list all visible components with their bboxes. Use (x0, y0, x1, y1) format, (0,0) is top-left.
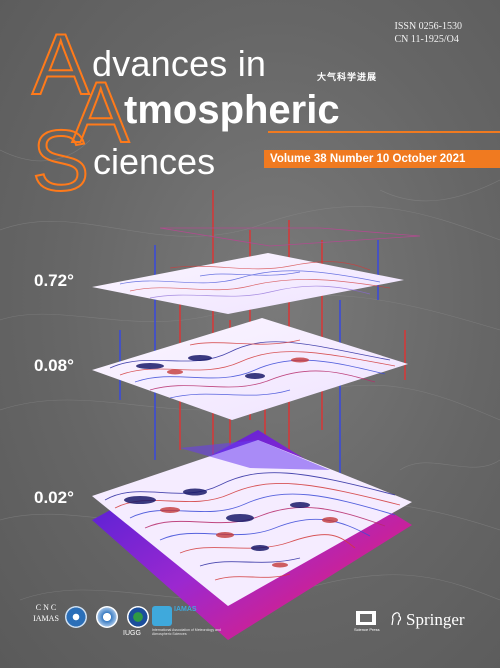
iamas-logo: IAMAS International Association of Meteo… (152, 604, 221, 636)
science-press-mark-inner (360, 614, 372, 622)
logo-letter-s: S (31, 113, 90, 209)
iamas-text: IAMAS (33, 614, 59, 623)
title-sciences: ciences (93, 141, 216, 182)
layer-label-top: 0.72° (34, 271, 74, 290)
issue-bar: Volume 38 Number 10 October 2021 (264, 150, 500, 168)
title-advances: dvances in (92, 43, 267, 84)
springer-logo: Springer (389, 610, 465, 630)
orange-rule (268, 131, 500, 133)
layer-plane-top (92, 253, 404, 314)
society-emblem-icon (96, 606, 118, 628)
iugg-label: IUGG (123, 630, 141, 637)
layer-plane-middle (92, 318, 408, 420)
cnc-text: C N C (35, 603, 57, 612)
logo-letter-a-second: A (71, 65, 130, 161)
springer-horse-icon (391, 612, 402, 626)
issn-number: ISSN 0256-1530 (394, 21, 462, 32)
iamas-full-name: International Association of Meteorology… (152, 628, 221, 636)
iugg-emblem-icon (127, 606, 149, 628)
issn-block: ISSN 0256-1530 CN 11-1925/O4 (394, 20, 462, 46)
iamas-logo-text: IAMAS (174, 606, 197, 613)
iamas-mark-icon (152, 606, 172, 626)
layer-label-middle: 0.08° (34, 356, 74, 375)
logo-letter-a: A (31, 17, 90, 113)
science-press-logo: Science Press (354, 609, 384, 635)
cas-emblem-icon (65, 606, 87, 628)
chinese-title: 大气科学进展 (317, 72, 378, 82)
cn-number: CN 11-1925/O4 (394, 34, 459, 45)
layer-label-bottom: 0.02° (34, 488, 74, 507)
title-atmospheric: tmospheric (124, 88, 340, 132)
wire-frame (159, 227, 421, 247)
springer-text: Springer (406, 610, 465, 629)
science-press-label: Science Press (354, 627, 380, 632)
layer-plane-bottom (92, 440, 412, 606)
cnc-logo: C N C IAMAS (28, 602, 64, 624)
